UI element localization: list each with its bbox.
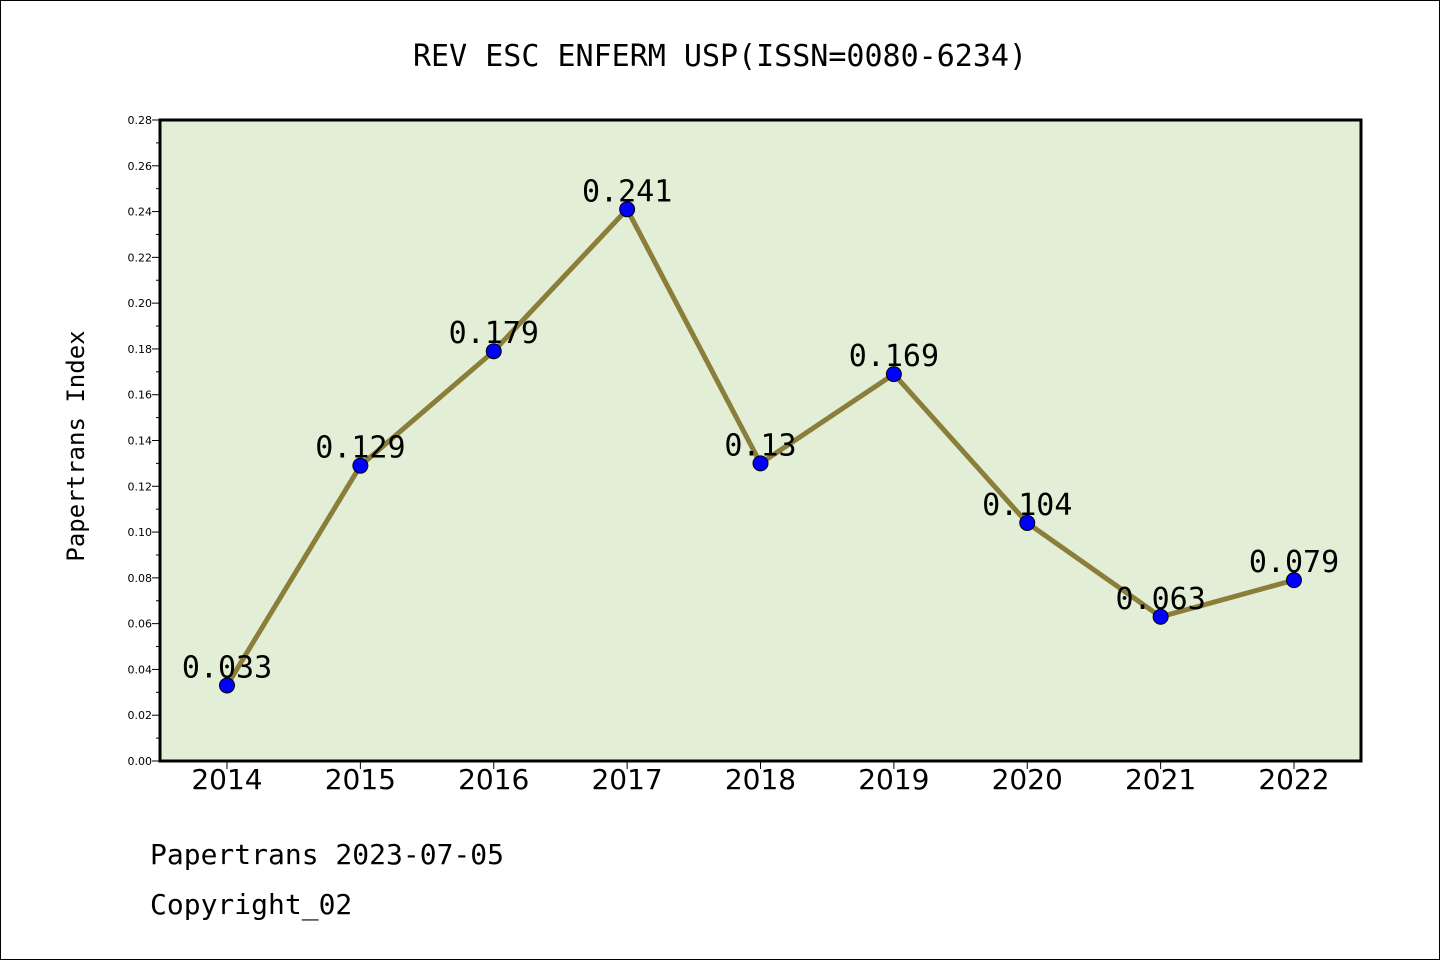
data-point [1019,514,1036,531]
x-tick-label: 2018 [725,763,796,796]
data-points [219,201,1302,694]
data-point [619,201,636,218]
data-label: 0.241 [582,174,672,209]
data-label: 0.063 [1115,582,1205,617]
data-label: 0.079 [1249,545,1339,580]
y-tick-label: 0.16 [128,389,153,402]
y-tick-label: 0.08 [128,572,153,585]
y-tick-label: 0.00 [128,755,153,768]
data-labels: 0.033 0.129 0.179 0.241 0.13 0.169 0.104 0.063 0… [182,174,1339,685]
x-tick-label: 2021 [1125,763,1196,796]
x-tick-label: 2016 [458,763,529,796]
data-point [1152,608,1169,625]
data-label: 0.033 [182,650,272,685]
data-point [885,366,902,383]
data-point [219,677,235,694]
y-tick-label: 0.04 [128,663,153,676]
x-axis: 2014 2015 2016 2017 2018 2019 2020 2021 2022 [191,761,1330,796]
data-label: 0.13 [724,428,796,463]
x-tick-label: 2014 [191,763,262,796]
data-label: 0.129 [315,431,405,466]
chart-title: REV ESC ENFERM USP(ISSN=0080-6234) [413,39,1027,74]
data-label: 0.169 [849,339,939,374]
y-tick-label: 0.22 [128,251,153,264]
y-tick-label: 0.18 [128,343,153,356]
y-tick-label: 0.02 [128,709,153,722]
x-tick-label: 2017 [591,763,662,796]
data-point [352,457,369,474]
y-tick-label: 0.28 [128,114,153,127]
y-tick-label: 0.26 [128,160,153,173]
data-label: 0.104 [982,488,1072,523]
y-axis-label: Papertrans Index [62,330,90,561]
footer-date: Papertrans 2023-07-05 [150,838,504,871]
y-axis: 0.00 0.02 0.04 0.06 0.08 0.10 0.12 0.14 0.16 0.18… [128,114,160,768]
y-tick-label: 0.20 [128,297,153,310]
x-tick-label: 2020 [992,763,1063,796]
data-point [1286,572,1302,589]
data-point [752,455,769,472]
x-tick-label: 2019 [858,763,929,796]
data-point [485,343,502,360]
y-tick-label: 0.06 [128,618,153,631]
footer-copyright: Copyright_02 [150,888,352,922]
x-tick-label: 2022 [1258,763,1329,796]
y-tick-label: 0.12 [128,480,153,493]
y-tick-label: 0.10 [128,526,153,539]
plot-area [158,118,1363,763]
y-tick-label: 0.14 [128,435,153,448]
data-label: 0.179 [449,316,539,351]
y-tick-label: 0.24 [128,206,153,219]
x-tick-label: 2015 [325,763,396,796]
